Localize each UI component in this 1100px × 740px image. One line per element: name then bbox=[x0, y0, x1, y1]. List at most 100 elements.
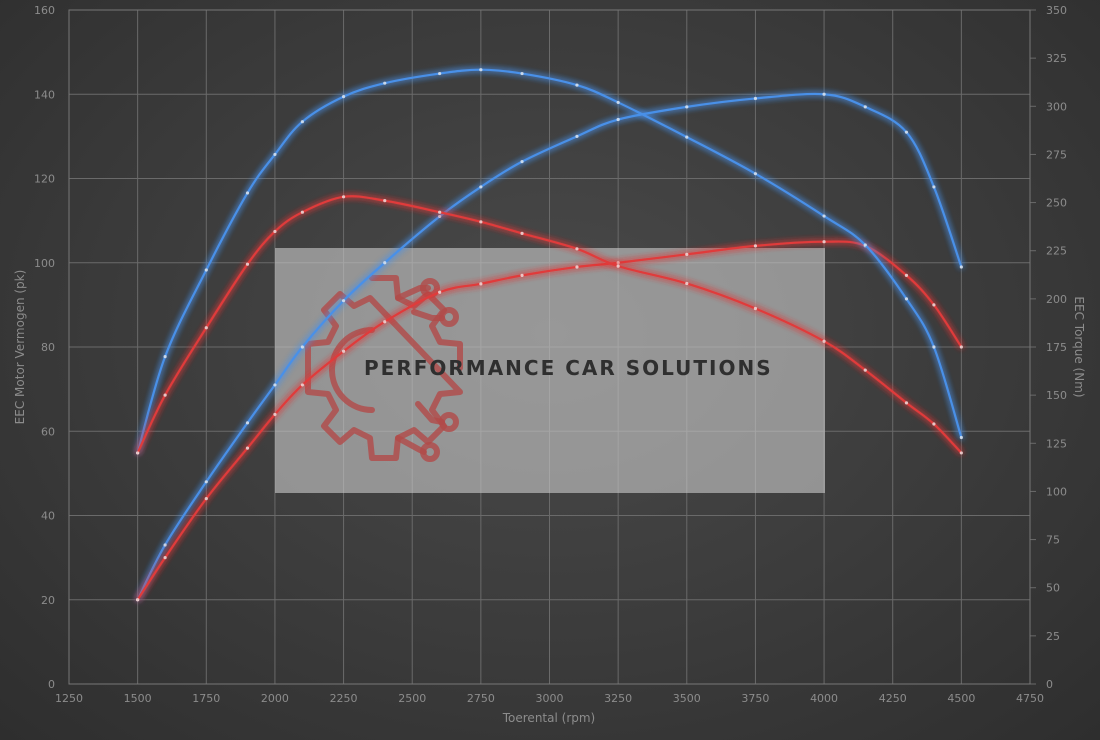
data-point bbox=[904, 297, 909, 301]
data-point bbox=[822, 214, 826, 218]
data-point bbox=[245, 262, 250, 266]
data-point bbox=[245, 446, 250, 450]
data-point bbox=[300, 120, 304, 124]
data-point bbox=[959, 435, 963, 440]
y-tick-label-left: 140 bbox=[34, 88, 55, 101]
x-tick-label: 4000 bbox=[810, 692, 838, 705]
y-tick-label-left: 20 bbox=[41, 594, 55, 607]
x-tick-label: 1750 bbox=[192, 692, 220, 705]
y-tick-label-right: 50 bbox=[1046, 582, 1060, 595]
x-tick-label: 2500 bbox=[398, 692, 426, 705]
data-point bbox=[863, 368, 867, 372]
watermark-text: PERFORMANCE CAR SOLUTIONS bbox=[364, 356, 773, 380]
data-point bbox=[273, 412, 277, 416]
y-tick-label-right: 150 bbox=[1046, 389, 1067, 402]
data-point bbox=[383, 320, 387, 324]
data-point bbox=[575, 265, 579, 269]
y-tick-label-right: 325 bbox=[1046, 52, 1067, 65]
data-point bbox=[204, 326, 208, 330]
y-tick-label-right: 75 bbox=[1046, 534, 1060, 547]
x-tick-label: 4750 bbox=[1016, 692, 1044, 705]
data-point bbox=[685, 281, 689, 286]
data-point bbox=[822, 92, 826, 96]
data-point bbox=[575, 247, 579, 251]
data-point bbox=[616, 261, 620, 265]
data-point bbox=[163, 543, 167, 547]
series-2 bbox=[136, 240, 963, 602]
data-point bbox=[959, 451, 963, 455]
x-tick-label: 2000 bbox=[261, 692, 289, 705]
x-tick-label: 3750 bbox=[741, 692, 769, 705]
y-tick-label-right: 25 bbox=[1046, 630, 1060, 643]
data-point bbox=[685, 105, 689, 109]
x-tick-label: 1250 bbox=[55, 692, 83, 705]
data-point bbox=[204, 268, 208, 272]
y-tick-label-right: 125 bbox=[1046, 437, 1067, 450]
data-point bbox=[753, 172, 758, 176]
x-tick-label: 3000 bbox=[536, 692, 564, 705]
data-point bbox=[575, 83, 579, 87]
y-tick-label-right: 250 bbox=[1046, 197, 1067, 210]
data-point bbox=[300, 345, 304, 349]
data-point bbox=[822, 240, 826, 244]
data-point bbox=[520, 231, 524, 235]
data-point bbox=[479, 68, 483, 72]
data-point bbox=[616, 100, 620, 105]
data-point bbox=[136, 451, 140, 455]
data-point bbox=[520, 160, 524, 164]
data-point bbox=[479, 185, 483, 189]
data-point bbox=[904, 130, 909, 134]
data-point bbox=[245, 421, 250, 425]
data-point bbox=[932, 422, 936, 426]
y-axis-label-right: EEC Torque (Nm) bbox=[1072, 296, 1086, 397]
watermark-box bbox=[275, 248, 825, 493]
y-tick-label-right: 300 bbox=[1046, 100, 1067, 113]
data-point bbox=[479, 282, 483, 286]
data-point bbox=[341, 299, 346, 303]
data-point bbox=[575, 134, 579, 138]
data-point bbox=[438, 210, 442, 214]
data-point bbox=[438, 214, 442, 219]
y-tick-label-right: 175 bbox=[1046, 341, 1067, 354]
data-point bbox=[341, 95, 346, 99]
y-tick-label-left: 160 bbox=[34, 4, 55, 17]
x-tick-label: 4250 bbox=[879, 692, 907, 705]
data-point bbox=[520, 273, 524, 277]
x-tick-label: 2250 bbox=[330, 692, 358, 705]
series-4 bbox=[136, 195, 963, 455]
data-point bbox=[163, 556, 167, 560]
watermark: PERFORMANCE CAR SOLUTIONS bbox=[275, 248, 825, 493]
plot-frame bbox=[68, 9, 1031, 685]
data-point bbox=[616, 117, 620, 122]
data-point bbox=[753, 306, 758, 311]
y-tick-label-right: 350 bbox=[1046, 4, 1067, 17]
y-tick-label-left: 120 bbox=[34, 173, 55, 186]
data-point bbox=[904, 401, 909, 405]
data-point bbox=[438, 71, 442, 76]
data-point bbox=[863, 105, 867, 109]
data-point bbox=[932, 185, 936, 189]
y-tick-label-left: 80 bbox=[41, 341, 55, 354]
data-point bbox=[273, 229, 277, 234]
data-point bbox=[438, 290, 442, 294]
tick-labels: 1250 1500 1750 2000 2250 2500 2750 3000 3250 3500… bbox=[34, 4, 1067, 705]
data-point bbox=[273, 152, 277, 157]
x-tick-label: 3500 bbox=[673, 692, 701, 705]
data-point bbox=[273, 383, 277, 387]
y-tick-label-right: 200 bbox=[1046, 293, 1067, 306]
data-point bbox=[341, 349, 346, 353]
data-point bbox=[753, 96, 758, 101]
y-tick-label-left: 60 bbox=[41, 425, 55, 438]
x-tick-label: 1500 bbox=[124, 692, 152, 705]
data-point bbox=[341, 195, 346, 199]
data-point bbox=[932, 345, 936, 349]
x-tick-label: 2750 bbox=[467, 692, 495, 705]
data-point bbox=[616, 264, 620, 268]
data-point bbox=[204, 480, 208, 484]
y-tick-label-right: 275 bbox=[1046, 148, 1067, 161]
y-axis-label-left: EEC Motor Vermogen (pk) bbox=[13, 270, 27, 425]
data-point bbox=[204, 497, 208, 501]
data-point bbox=[959, 345, 963, 349]
y-tick-label-left: 40 bbox=[41, 510, 55, 523]
